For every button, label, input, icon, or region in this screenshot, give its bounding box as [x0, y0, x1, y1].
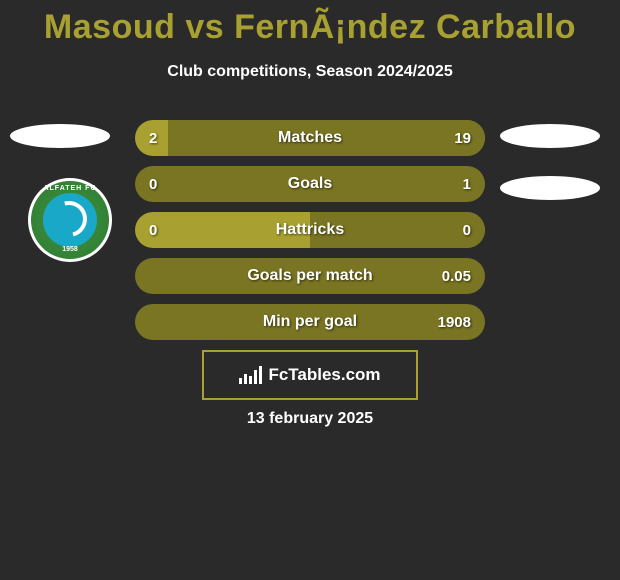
stat-value-right: 1: [463, 176, 471, 193]
stat-value-left: 2: [149, 130, 157, 147]
stat-label: Hattricks: [276, 221, 344, 239]
brand-label: FcTables.com: [268, 365, 380, 385]
club-left-name: ALFATEH FC: [31, 185, 109, 192]
club-right-placeholder-icon: [500, 176, 600, 200]
player-left-placeholder-icon: [10, 124, 110, 148]
bar-chart-icon: [239, 366, 262, 384]
club-left-year: 1958: [31, 246, 109, 253]
stat-value-left: 0: [149, 222, 157, 239]
stat-row: Goals per match 0.05: [135, 258, 485, 294]
stat-value-left: 0: [149, 176, 157, 193]
stat-label: Matches: [278, 129, 342, 147]
stat-label: Goals per match: [247, 267, 372, 285]
stat-row: 0 Goals 1: [135, 166, 485, 202]
page-title: Masoud vs FernÃ¡ndez Carballo: [0, 0, 620, 47]
stat-value-right: 1908: [438, 314, 471, 331]
generation-date: 13 february 2025: [0, 410, 620, 428]
stats-table: 2 Matches 19 0 Goals 1 0 Hattricks 0 Goals per ma…: [135, 120, 485, 350]
stat-label: Goals: [288, 175, 332, 193]
stat-row: Min per goal 1908: [135, 304, 485, 340]
stat-row: 0 Hattricks 0: [135, 212, 485, 248]
stat-row: 2 Matches 19: [135, 120, 485, 156]
page-subtitle: Club competitions, Season 2024/2025: [0, 63, 620, 81]
club-left-badge: ALFATEH FC 1958: [28, 178, 112, 262]
source-brand: FcTables.com: [202, 350, 418, 400]
stat-value-right: 0: [463, 222, 471, 239]
stat-value-right: 19: [454, 130, 471, 147]
player-right-placeholder-icon: [500, 124, 600, 148]
swoosh-icon: [44, 194, 93, 243]
club-badge-inner-icon: [43, 193, 97, 247]
stat-label: Min per goal: [263, 313, 357, 331]
stat-value-right: 0.05: [442, 268, 471, 285]
